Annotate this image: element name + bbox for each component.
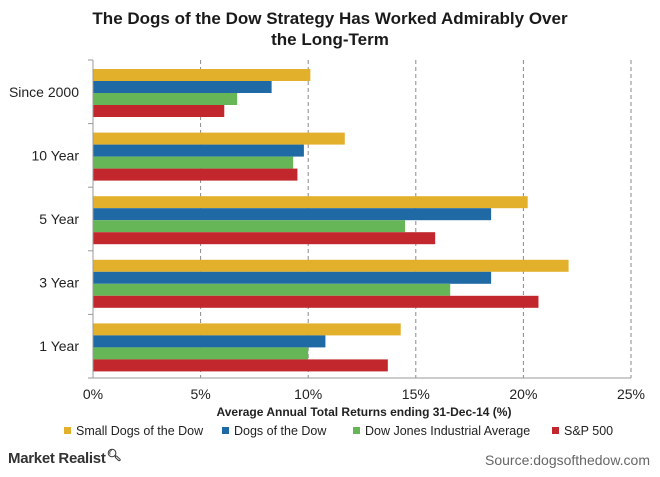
category-label: 3 Year	[39, 275, 79, 291]
legend-item-dogs: Dogs of the Dow	[222, 424, 326, 438]
x-tick-label: 25%	[617, 386, 645, 402]
legend-swatch-small-dogs	[64, 427, 71, 434]
x-tick-label: 0%	[83, 386, 103, 402]
bar-5-year-small-dogs-of-the-dow	[93, 196, 528, 209]
bar-5-year-dogs-of-the-dow	[93, 208, 492, 221]
bar-1-year-small-dogs-of-the-dow	[93, 323, 401, 336]
bar-5-year-s-p-500	[93, 232, 436, 245]
category-label: 1 Year	[39, 338, 79, 354]
category-label: 5 Year	[39, 211, 79, 227]
legend-label-small-dogs: Small Dogs of the Dow	[76, 424, 204, 438]
bar-5-year-dow-jones-industrial-average	[93, 220, 406, 233]
bar-10-year-dow-jones-industrial-average	[93, 156, 294, 169]
legend-label-sp500: S&P 500	[564, 424, 614, 438]
chart-title-line-1: The Dogs of the Dow Strategy Has Worked …	[92, 9, 568, 28]
legend-swatch-djia	[353, 427, 360, 434]
chart-title-line-2: the Long-Term	[271, 30, 389, 49]
x-tick-label: 20%	[509, 386, 537, 402]
bar-since-2000-dogs-of-the-dow	[93, 81, 272, 93]
bar-3-year-dogs-of-the-dow	[93, 271, 492, 284]
chart-title: The Dogs of the Dow Strategy Has Worked …	[0, 8, 660, 50]
legend-label-djia: Dow Jones Industrial Average	[365, 424, 531, 438]
legend-item-small-dogs: Small Dogs of the Dow	[64, 424, 203, 438]
bar-since-2000-small-dogs-of-the-dow	[93, 69, 311, 81]
magnifier-icon: 🔍︎	[106, 448, 122, 462]
legend-item-sp500: S&P 500	[552, 424, 613, 438]
legend: Small Dogs of the Dow Dogs of the Dow Do…	[56, 424, 636, 440]
legend-item-djia: Dow Jones Industrial Average	[353, 424, 530, 438]
x-tick-label: 10%	[294, 386, 322, 402]
bar-1-year-dow-jones-industrial-average	[93, 347, 309, 360]
bar-1-year-s-p-500	[93, 359, 388, 372]
x-tick-label: 15%	[402, 386, 430, 402]
bar-since-2000-s-p-500	[93, 105, 225, 117]
brand-name: Market Realist	[8, 450, 106, 467]
bar-3-year-dow-jones-industrial-average	[93, 283, 451, 296]
legend-swatch-sp500	[552, 427, 559, 434]
bar-10-year-small-dogs-of-the-dow	[93, 132, 345, 145]
bar-1-year-dogs-of-the-dow	[93, 335, 326, 348]
bar-10-year-dogs-of-the-dow	[93, 144, 304, 157]
bar-3-year-small-dogs-of-the-dow	[93, 259, 569, 272]
category-label: Since 2000	[9, 84, 79, 100]
x-axis-title: Average Annual Total Returns ending 31-D…	[217, 405, 512, 419]
brand-logo: Market Realist🔍︎	[8, 448, 122, 467]
category-label: 10 Year	[32, 147, 80, 163]
source-note: Source:dogsofthedow.com	[485, 452, 650, 468]
bar-since-2000-dow-jones-industrial-average	[93, 93, 238, 105]
bar-10-year-s-p-500	[93, 168, 298, 181]
legend-swatch-dogs	[222, 427, 229, 434]
bar-3-year-s-p-500	[93, 295, 539, 308]
x-tick-label: 5%	[190, 386, 210, 402]
legend-label-dogs: Dogs of the Dow	[234, 424, 327, 438]
